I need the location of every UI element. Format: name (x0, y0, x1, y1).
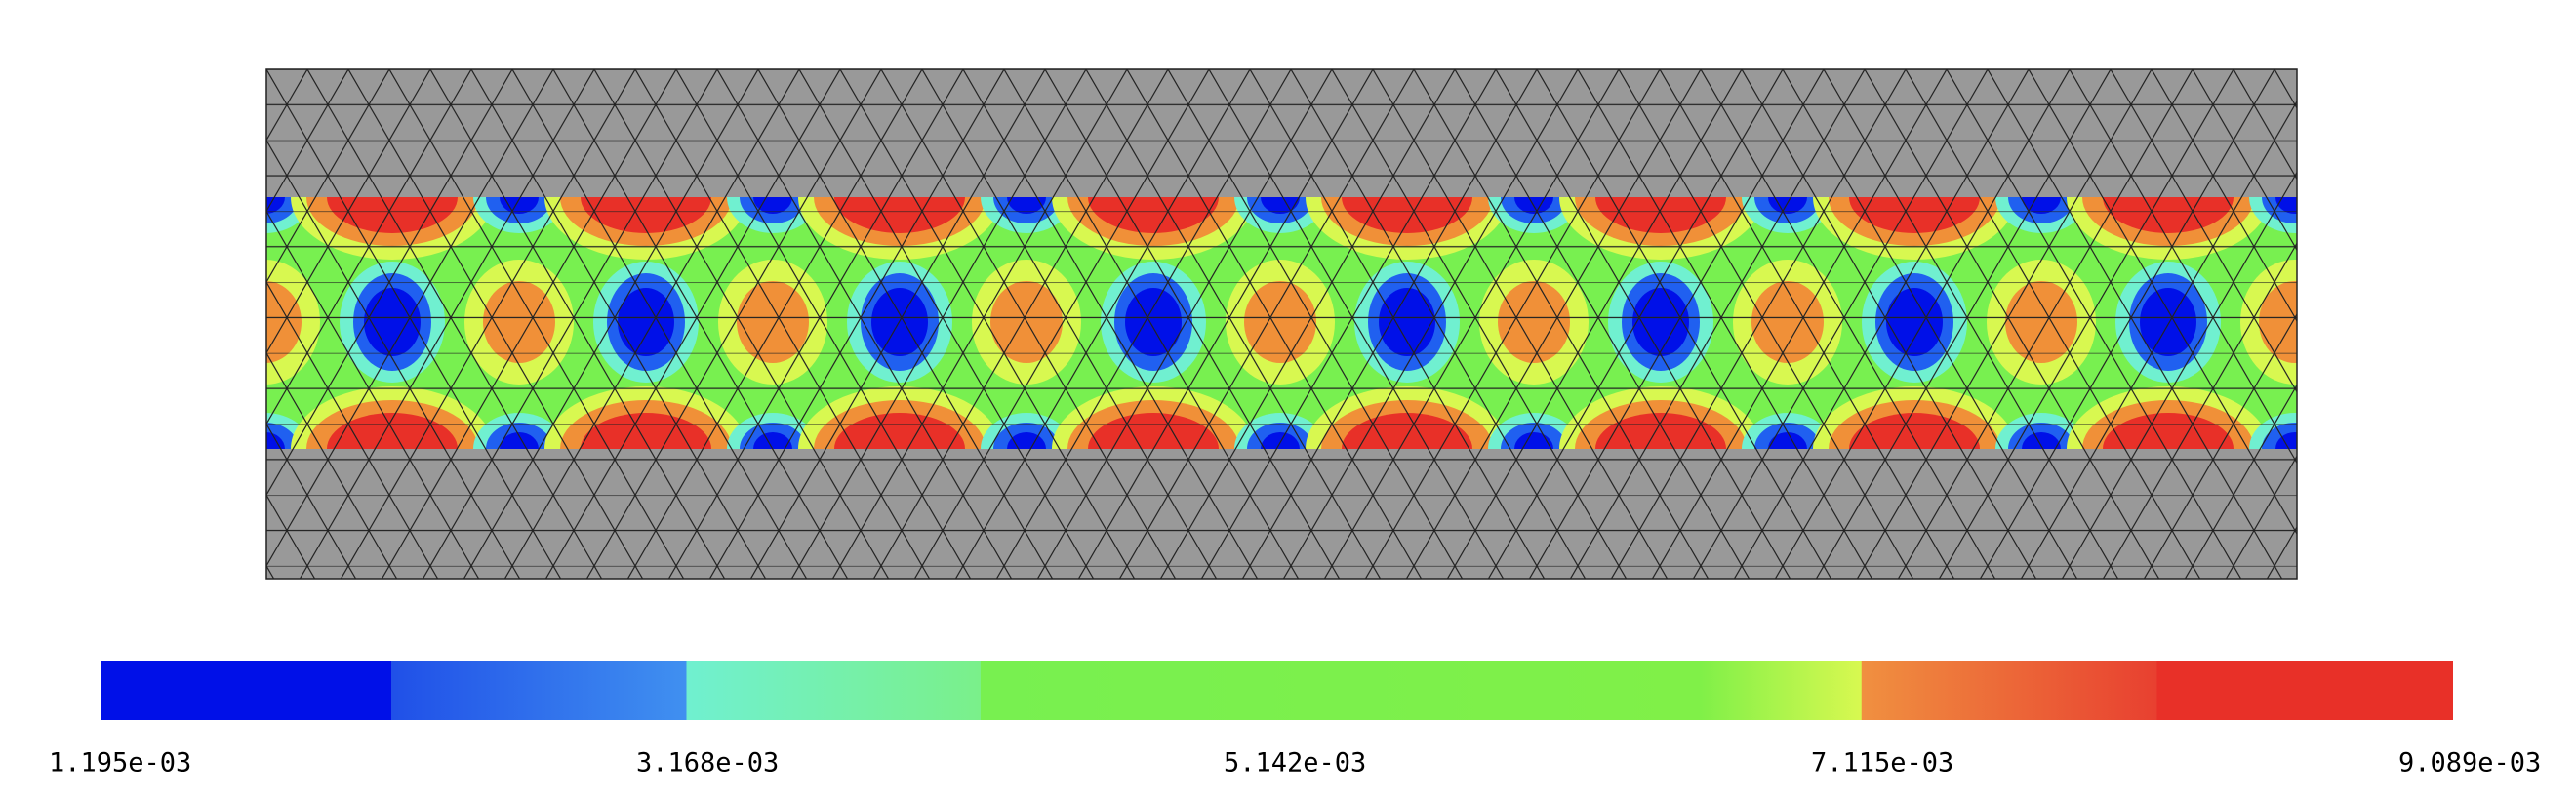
contour (2336, 400, 2508, 498)
contour (2513, 281, 2576, 363)
contour (53, 400, 224, 498)
colorbar-label: 5.142e-03 (1224, 749, 1366, 779)
contour (2336, 148, 2508, 246)
contour (2503, 161, 2576, 233)
contour (73, 413, 204, 485)
contour (110, 288, 167, 356)
contour (73, 161, 204, 233)
colorbar-label: 1.195e-03 (49, 749, 191, 779)
mesh (265, 68, 2298, 580)
contour (2516, 171, 2576, 223)
contour (86, 262, 191, 383)
colorbar-label: 9.089e-03 (2398, 749, 2541, 779)
contour (100, 273, 178, 371)
colorbar (101, 661, 2453, 720)
contour (2320, 135, 2523, 260)
contour (2529, 181, 2568, 214)
contour (2394, 288, 2450, 356)
colorbar-label: 7.115e-03 (1811, 749, 1953, 779)
contour (37, 386, 240, 511)
contour (2529, 432, 2568, 466)
contour (2516, 423, 2576, 475)
contour (2356, 413, 2487, 485)
contour (2503, 413, 2576, 485)
contour (37, 135, 240, 260)
contour (2494, 260, 2576, 385)
contour (2383, 273, 2461, 371)
contour (2369, 262, 2475, 383)
contour (2320, 386, 2523, 511)
contour (53, 148, 224, 246)
colorbar-label: 3.168e-03 (636, 749, 779, 779)
contour (2356, 161, 2487, 233)
